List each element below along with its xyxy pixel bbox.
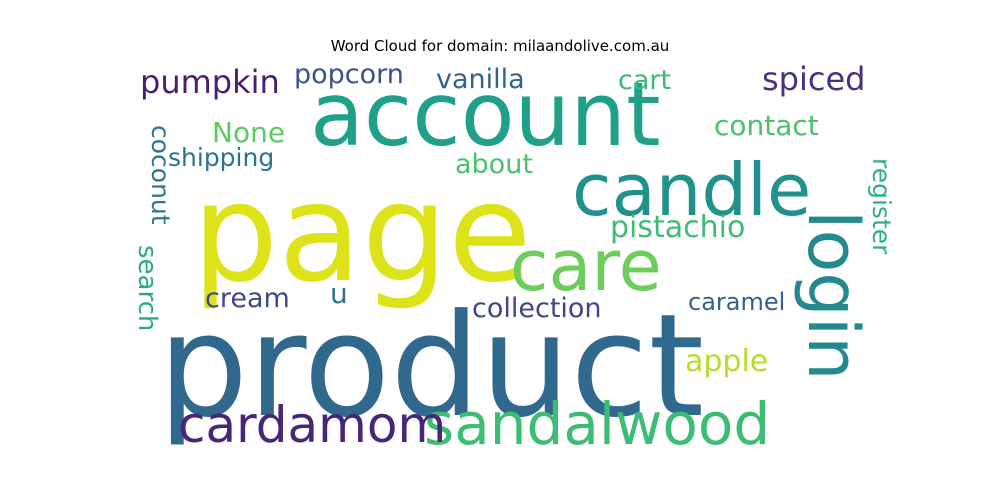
word-cardamom: cardamom <box>178 396 446 454</box>
word-shipping: shipping <box>168 143 274 172</box>
word-login: login <box>792 210 874 381</box>
word-vanilla: vanilla <box>436 64 525 95</box>
word-pistachio: pistachio <box>610 210 745 245</box>
word-cream: cream <box>205 283 290 314</box>
word-popcorn: popcorn <box>294 59 404 90</box>
word-apple: apple <box>685 344 768 379</box>
word-care: care <box>510 225 662 307</box>
word-sandalwood: sandalwood <box>424 390 770 458</box>
word-cart: cart <box>618 65 671 96</box>
word-u: u <box>330 277 348 310</box>
word-register: register <box>867 158 896 255</box>
word-candle: candle <box>572 148 811 232</box>
word-account: account <box>310 63 661 166</box>
word-none: None <box>212 116 285 149</box>
word-search: search <box>132 245 162 331</box>
word-collection: collection <box>472 293 602 324</box>
word-about: about <box>455 149 533 180</box>
word-pumpkin: pumpkin <box>140 63 280 101</box>
word-caramel: caramel <box>688 288 785 316</box>
word-page: page <box>192 155 532 313</box>
word-contact: contact <box>714 109 819 142</box>
word-coconut: coconut <box>146 125 175 225</box>
word-spiced: spiced <box>762 60 865 98</box>
word-product: product <box>158 284 704 449</box>
chart-title: Word Cloud for domain: milaandolive.com.… <box>330 37 670 55</box>
